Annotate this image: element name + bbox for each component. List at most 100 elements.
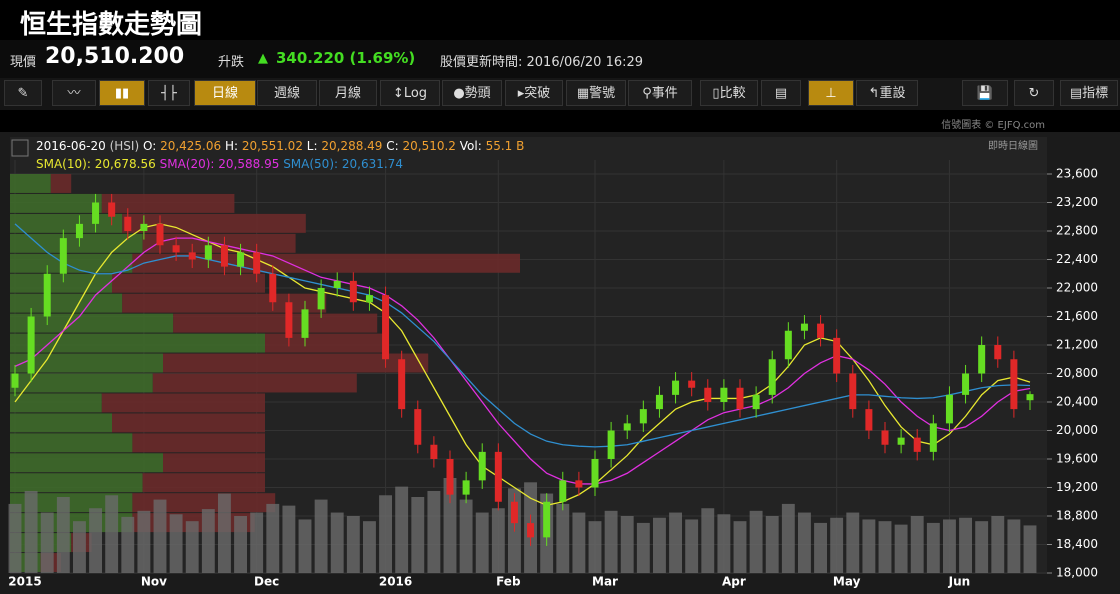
price-row: 現價 20,510.200 升跌 ▲ 340.220 (1.69%) 股價更新時… [0,40,1120,78]
volume-bar [40,512,54,573]
volume-bar [830,517,844,573]
toolbar-label: 週線 [273,86,300,101]
candle-body [510,501,518,524]
profile-up [10,253,133,273]
candle-body [27,316,35,374]
toolbar-button[interactable]: ▤指標 [1060,80,1118,106]
x-tick-label: May [833,575,861,589]
volume-bar [765,516,779,573]
toolbar-button[interactable]: ▯比較 [700,80,758,106]
volume-bar [266,503,280,573]
volume-bar [781,503,795,573]
candle-body [188,252,196,260]
y-tick-label: 19,600 [1056,452,1098,466]
candle-body [1010,359,1018,410]
legend-value: 20,631.74 [342,157,403,171]
volume-bar [669,512,682,573]
volume-bar [201,509,215,573]
profile-up [10,273,112,293]
candle-body [994,345,1002,360]
volume-bar [379,495,392,573]
candle-body [398,359,406,410]
toolbar-label: 指標 [1082,86,1109,101]
volume-bar [572,512,586,573]
candle-body [430,444,438,459]
volume-bar [363,521,376,573]
toolbar-button[interactable]: ↻ [1014,80,1054,106]
toolbar-button[interactable]: 月線 [319,80,377,106]
y-tick-label: 22,800 [1056,224,1098,238]
toolbar-button[interactable]: ✎ [4,80,42,106]
volume-bar [1023,525,1037,573]
volume-bar [685,519,699,573]
toolbar-label: 警號 [589,86,616,101]
volume-bar [105,495,119,573]
candle-body [865,409,873,431]
candle-body [365,295,373,303]
toolbar-button[interactable]: ▤ [761,80,801,106]
toolbar-button[interactable]: ↰重設 [856,80,918,106]
candle-body [784,330,792,360]
candle-body [414,409,422,445]
candle-body [849,373,857,410]
ohlc-legend: 2016-06-20 (HSI) O: 20,425.06 H: 20,551.… [36,139,524,153]
toolbar-button[interactable]: ⚲事件 [628,80,692,106]
change-arrow: ▲ [258,51,268,66]
change: 340.220 (1.69%) [276,49,416,67]
profile-down [265,333,388,353]
candle-body [623,423,631,431]
toolbar-button[interactable]: ⊥ [808,80,854,106]
profile-down [101,193,235,213]
volume-bar [491,508,505,573]
volume-bar [798,512,811,573]
sma-line [14,223,1031,506]
toolbar-button[interactable]: ▸突破 [505,80,563,106]
candle-body [349,280,357,303]
toolbar-button[interactable]: ▦警號 [566,80,626,106]
profile-down [112,273,265,293]
expand-icon[interactable] [11,139,29,157]
legend-part: (HSI) [110,139,140,153]
profile-up [10,393,102,413]
toolbar-button[interactable]: ┤├ [148,80,190,106]
volume-bar [910,516,924,573]
y-tick-label: 18,000 [1056,566,1098,580]
candle-body [1026,394,1034,401]
volume-bar [56,497,70,573]
volume-bar [411,497,425,573]
volume-bar [153,499,167,573]
volume-bar [73,521,86,573]
legend-name: SMA(10): [36,157,91,171]
candle-body [446,459,454,495]
profile-up [10,493,133,513]
toolbar-button[interactable]: 日線 [194,80,256,106]
volume-bar [959,517,972,573]
volume-bar [8,503,22,573]
toolbar-button[interactable]: 💾 [962,80,1008,106]
volume-bar [427,490,441,573]
toolbar-button[interactable]: 〰 [52,80,96,106]
volume-bar [653,517,666,573]
toolbar-label: 重設 [879,86,906,101]
legend-part: H: [225,139,238,153]
candle-body [59,238,67,274]
legend-part: C: [386,139,398,153]
legend-name: SMA(50): [283,157,338,171]
profile-up [10,193,102,213]
toolbar-button[interactable]: ●勢頭 [442,80,502,106]
toolbar-button[interactable]: 週線 [257,80,317,106]
toolbar-button[interactable]: ▮▮ [99,80,145,106]
candle-body [462,480,470,495]
profile-down [132,433,265,453]
candle-body [688,380,696,388]
candle-body [607,430,615,459]
candle-body [575,480,583,488]
y-tick-label: 20,800 [1056,366,1098,380]
toolbar-button[interactable]: ↕Log [380,80,440,106]
toolbar-label: 比較 [719,86,746,101]
toolbar: ✎ 〰 ▮▮ ┤├ 日線 週線 月線 ↕Log ●勢頭 ▸突破 ▦警號 ⚲事件 ▯比較 ↰重設 ▤指標 ▤ ⊥ 💾… [0,78,1120,110]
candle-body [140,223,148,231]
legend-part: O: [143,139,156,153]
